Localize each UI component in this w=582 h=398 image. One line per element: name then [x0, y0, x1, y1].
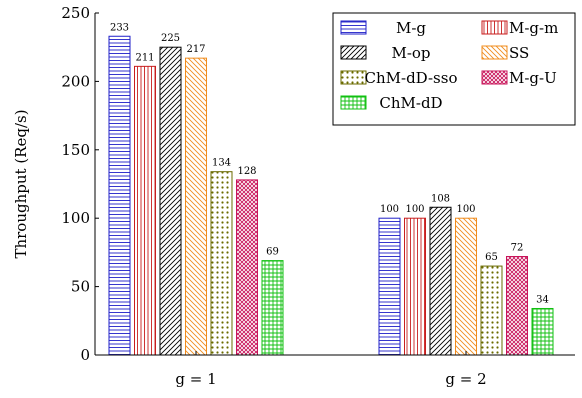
bar-m-g-g2: [378, 217, 401, 356]
bar-label-m-op-g1: 225: [161, 33, 180, 44]
legend-box: [332, 12, 576, 126]
bar-label-m-g-u-g2: 72: [511, 243, 524, 254]
bar-labels: 233 211 225 217 134 128 69 100 100 108 100 65 72 34: [110, 22, 549, 305]
legend-label-m-g: M-g: [396, 19, 426, 37]
legend-swatch-m-g-m: [481, 20, 508, 35]
legend-label-ss: SS: [509, 44, 529, 62]
bar-m-op-g1: [159, 46, 182, 356]
bar-m-g-m-g2: [404, 217, 426, 356]
legend-label-m-g-m: M-g-m: [509, 19, 558, 37]
legend-swatch-chm-dd: [340, 95, 367, 110]
legend-label-m-op: M-op: [391, 44, 430, 62]
bars: [108, 35, 554, 356]
bar-m-g-g1: [108, 35, 131, 356]
bar-label-chm-dd-sso-g2: 65: [485, 252, 498, 263]
y-ticks: 0 50 100 150 200 250: [61, 4, 99, 364]
bar-m-g-u-g1: [236, 179, 258, 356]
legend: M-g M-g-m M-op SS ChM-dD-sso M-g-U ChM-dD: [332, 12, 576, 126]
bar-m-g-u-g2: [506, 256, 528, 356]
bar-ss-g1: [185, 57, 207, 356]
x-tick-label: g = 1: [175, 370, 216, 388]
legend-swatch-m-op: [340, 45, 367, 60]
bar-chm-dd-g1: [261, 260, 284, 356]
bar-label-m-g-m-g1: 211: [135, 52, 154, 63]
legend-label-chm-dd-sso: ChM-dD-sso: [365, 69, 458, 87]
legend-label-chm-dd: ChM-dD: [379, 94, 442, 112]
y-tick-label: 100: [61, 209, 90, 227]
bar-label-chm-dd-sso-g1: 134: [212, 158, 231, 169]
bar-label-chm-dd-g2: 34: [536, 294, 549, 305]
bar-chm-dd-sso-g1: [210, 171, 233, 356]
bar-ss-g2: [455, 217, 477, 356]
legend-swatch-ss: [481, 45, 508, 60]
y-tick-label: 250: [61, 4, 90, 22]
bar-label-ss-g2: 100: [456, 204, 475, 215]
y-tick-label: 150: [61, 141, 90, 159]
legend-label-m-g-u: M-g-U: [509, 69, 557, 87]
bar-m-op-g2: [429, 206, 452, 356]
y-tick-label: 50: [71, 278, 90, 296]
bar-label-m-g-g2: 100: [380, 204, 399, 215]
legend-swatch-chm-dd-sso: [340, 70, 367, 85]
y-tick-label: 200: [61, 72, 90, 90]
x-tick-label: g = 2: [445, 370, 486, 388]
x-ticks: g = 1 g = 2: [175, 351, 487, 388]
bar-label-m-g-u-g1: 128: [237, 166, 256, 177]
bar-label-m-g-m-g2: 100: [405, 204, 424, 215]
bar-m-g-m-g1: [134, 65, 156, 356]
y-axis-title: Throughput (Req/s): [12, 109, 30, 258]
bar-label-m-g-g1: 233: [110, 22, 129, 33]
y-tick-label: 0: [80, 346, 90, 364]
legend-swatch-m-g-u: [481, 70, 508, 85]
axes: [94, 13, 575, 356]
bar-label-chm-dd-g1: 69: [266, 247, 279, 258]
bar-chm-dd-g2: [531, 307, 554, 356]
bar-label-m-op-g2: 108: [431, 193, 450, 204]
legend-swatch-m-g: [340, 20, 367, 35]
bar-chm-dd-sso-g2: [480, 265, 503, 356]
bar-label-ss-g1: 217: [186, 44, 205, 55]
